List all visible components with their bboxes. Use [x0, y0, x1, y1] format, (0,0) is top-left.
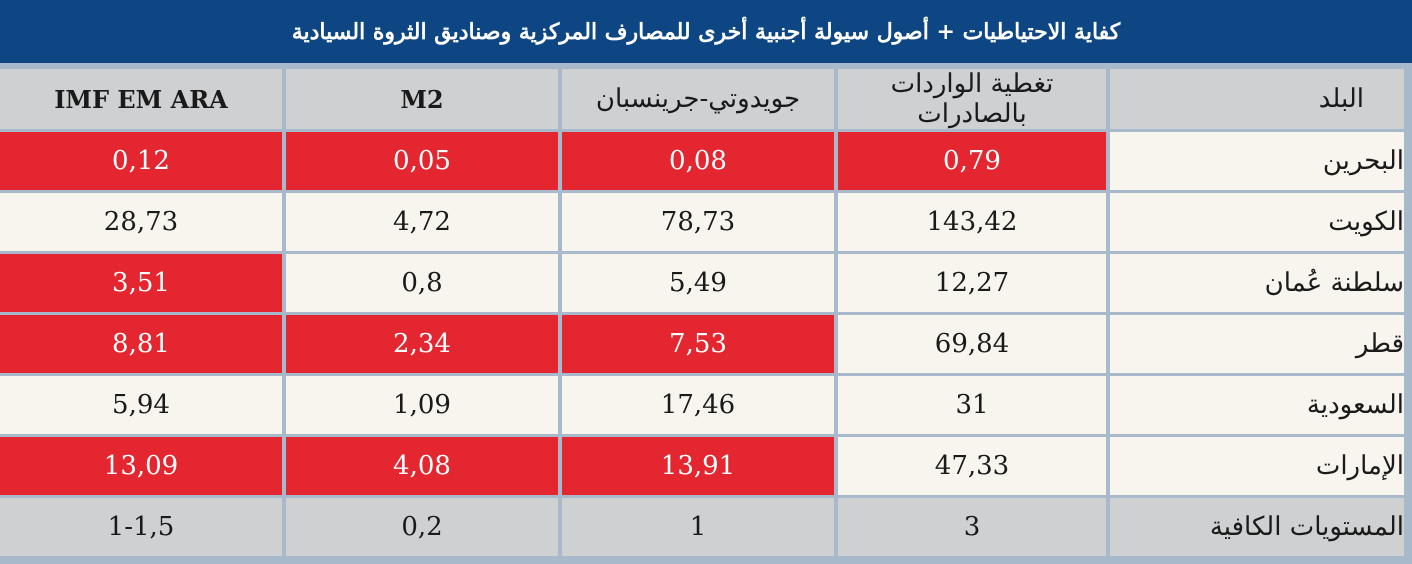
cell-gj: 78,73 — [562, 193, 834, 251]
cell-imports: 69,84 — [838, 315, 1106, 373]
header-imf-em-ara: IMF EM ARA — [0, 69, 282, 129]
table-title: كفاية الاحتياطيات + أصول سيولة أجنبية أخ… — [0, 0, 1412, 63]
header-row: البلد تغطية الواردات بالصادرات جويدوتي-ج… — [0, 69, 1404, 129]
header-country: البلد — [1110, 69, 1404, 129]
country-name: البحرين — [1110, 132, 1404, 190]
table-row: البحرين 0,79 0,08 0,05 0,12 — [0, 132, 1404, 190]
cell-gj: 13,91 — [562, 437, 834, 495]
cell-imf: 8,81 — [0, 315, 282, 373]
cell-gj: 7,53 — [562, 315, 834, 373]
table-row: قطر 69,84 7,53 2,34 8,81 — [0, 315, 1404, 373]
adequacy-label: المستويات الكافية — [1110, 498, 1404, 556]
adequacy-imf: 1-1,5 — [0, 498, 282, 556]
header-imports: تغطية الواردات بالصادرات — [838, 69, 1106, 129]
data-table: البلد تغطية الواردات بالصادرات جويدوتي-ج… — [0, 66, 1408, 559]
cell-imports: 31 — [838, 376, 1106, 434]
country-name: قطر — [1110, 315, 1404, 373]
adequacy-imports: 3 — [838, 498, 1106, 556]
cell-imports: 12,27 — [838, 254, 1106, 312]
country-name: الكويت — [1110, 193, 1404, 251]
table-row: الكويت 143,42 78,73 4,72 28,73 — [0, 193, 1404, 251]
cell-m2: 0,05 — [286, 132, 558, 190]
country-name: السعودية — [1110, 376, 1404, 434]
header-m2: M2 — [286, 69, 558, 129]
cell-imf: 5,94 — [0, 376, 282, 434]
cell-m2: 2,34 — [286, 315, 558, 373]
cell-m2: 1,09 — [286, 376, 558, 434]
cell-gj: 0,08 — [562, 132, 834, 190]
cell-imf: 0,12 — [0, 132, 282, 190]
table-row: السعودية 31 17,46 1,09 5,94 — [0, 376, 1404, 434]
table-row: سلطنة عُمان 12,27 5,49 0,8 3,51 — [0, 254, 1404, 312]
adequacy-row: المستويات الكافية 3 1 0,2 1-1,5 — [0, 498, 1404, 556]
table-row: الإمارات 47,33 13,91 4,08 13,09 — [0, 437, 1404, 495]
cell-imf: 3,51 — [0, 254, 282, 312]
cell-gj: 5,49 — [562, 254, 834, 312]
cell-m2: 4,08 — [286, 437, 558, 495]
country-name: الإمارات — [1110, 437, 1404, 495]
adequacy-gj: 1 — [562, 498, 834, 556]
cell-imports: 47,33 — [838, 437, 1106, 495]
cell-m2: 0,8 — [286, 254, 558, 312]
adequacy-m2: 0,2 — [286, 498, 558, 556]
country-name: سلطنة عُمان — [1110, 254, 1404, 312]
cell-gj: 17,46 — [562, 376, 834, 434]
cell-imf: 13,09 — [0, 437, 282, 495]
cell-imports: 0,79 — [838, 132, 1106, 190]
cell-imports: 143,42 — [838, 193, 1106, 251]
cell-m2: 4,72 — [286, 193, 558, 251]
header-guidotti-greenspan: جويدوتي-جرينسبان — [562, 69, 834, 129]
cell-imf: 28,73 — [0, 193, 282, 251]
